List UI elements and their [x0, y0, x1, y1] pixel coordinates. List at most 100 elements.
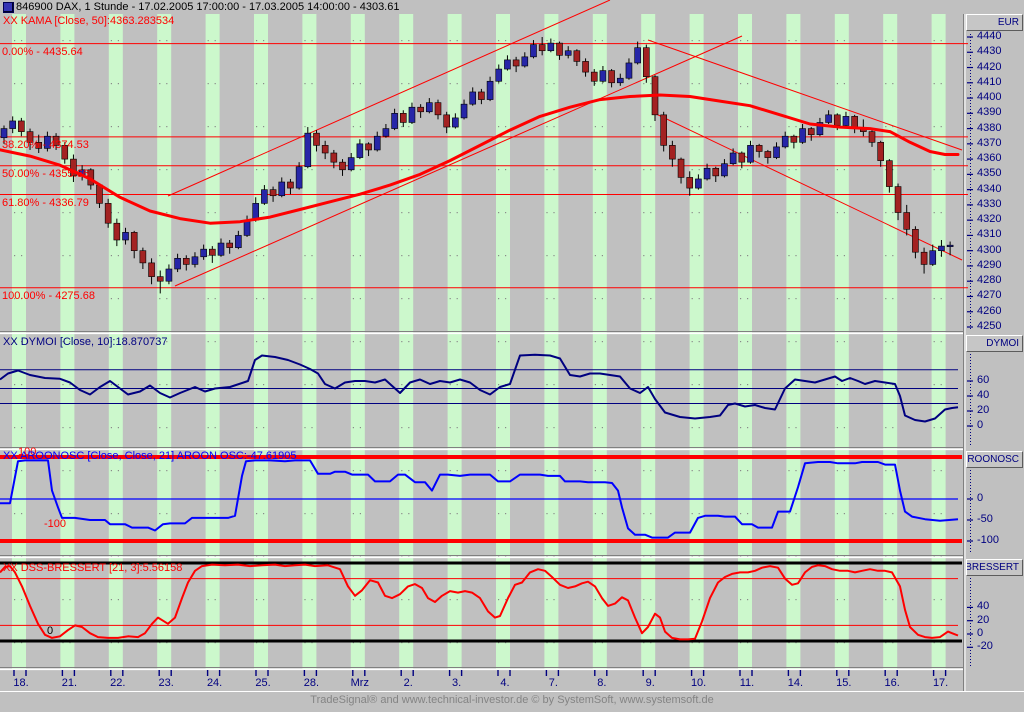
grid-dot [304, 83, 306, 85]
grid-dot [159, 470, 161, 472]
grid-dot [594, 384, 596, 386]
grid-dot [594, 255, 596, 257]
candle-body [235, 235, 242, 248]
grid-dot [256, 126, 258, 128]
trend-line [174, 35, 743, 287]
grid-dot [69, 126, 71, 128]
price-panel-tab-eur[interactable]: EUR [966, 14, 1023, 31]
grid-dot [69, 212, 71, 214]
grid-dot [940, 384, 942, 386]
grid-dot [691, 599, 693, 601]
candle-body [825, 114, 832, 123]
grid-dot [110, 599, 112, 601]
grid-dot [117, 126, 119, 128]
grid-dot [546, 212, 548, 214]
grid-dot [843, 427, 845, 429]
grid-dot [498, 40, 500, 42]
candle-body [174, 258, 181, 270]
grid-dot [553, 212, 555, 214]
fibonacci-level-label: 0.00% - 4435.64 [2, 45, 83, 58]
grid-dot [643, 427, 645, 429]
grid-dot [69, 470, 71, 472]
grid-dot [740, 384, 742, 386]
grid-dot [795, 40, 797, 42]
grid-dot [650, 427, 652, 429]
grid-dot [69, 83, 71, 85]
grid-dot [505, 513, 507, 515]
grid-dot [747, 642, 749, 644]
aroonosc-panel-tab[interactable]: ROONOSC [966, 451, 1023, 468]
grid-dot [359, 599, 361, 601]
chart-canvas[interactable] [0, 0, 1024, 692]
grid-dot [698, 642, 700, 644]
price-axis-label: 4270 [977, 289, 1002, 302]
grid-dot [256, 642, 258, 644]
grid-dot [795, 513, 797, 515]
x-axis-day-label: 3. [452, 677, 462, 689]
grid-dot [408, 212, 410, 214]
grid-dot [601, 642, 603, 644]
grid-dot [304, 642, 306, 644]
candle-body [478, 91, 485, 100]
dss-zero-label: 0 [47, 625, 54, 637]
grid-dot [456, 513, 458, 515]
grid-dot [650, 298, 652, 300]
grid-dot [498, 427, 500, 429]
grid-dot [747, 126, 749, 128]
grid-dot [747, 427, 749, 429]
candle-body [122, 232, 129, 241]
grid-dot [650, 384, 652, 386]
candle-body [391, 113, 398, 129]
session-stripe [592, 14, 607, 670]
grid-dot [110, 126, 112, 128]
x-axis-day-label: 10. [690, 677, 707, 689]
grid-dot [456, 599, 458, 601]
aroon-plus100-label: 100 [18, 446, 37, 458]
dymoi-axis-label: 40 [977, 389, 990, 401]
price-axis-label: 4400 [977, 91, 1002, 104]
grid-dot [408, 427, 410, 429]
grid-dot [843, 642, 845, 644]
price-axis-label: 4420 [977, 60, 1002, 73]
candle-body [434, 102, 442, 116]
grid-dot [14, 341, 16, 343]
grid-dot [449, 255, 451, 257]
grid-dot [304, 212, 306, 214]
grid-dot [352, 255, 354, 257]
grid-dot [69, 40, 71, 42]
grid-dot [643, 642, 645, 644]
grid-dot [352, 212, 354, 214]
grid-dot [843, 83, 845, 85]
grid-dot [311, 599, 313, 601]
grid-dot [601, 427, 603, 429]
grid-dot [311, 169, 313, 171]
dymoi-panel-tab[interactable]: DYMOI [966, 335, 1023, 352]
grid-dot [21, 40, 23, 42]
fibonacci-level-label: 100.00% - 4275.68 [2, 289, 95, 302]
candle-body [304, 132, 312, 168]
session-stripe [302, 14, 317, 670]
trend-line [647, 39, 963, 151]
grid-dot [594, 642, 596, 644]
grid-dot [214, 126, 216, 128]
candle-body [113, 222, 121, 241]
dss-bressert-panel-tab[interactable]: BRESSERT [966, 559, 1023, 576]
grid-dot [553, 40, 555, 42]
grid-dot [843, 212, 845, 214]
grid-dot [740, 40, 742, 42]
candle-body [330, 152, 338, 163]
grid-dot [214, 642, 216, 644]
candle-body [347, 157, 355, 171]
grid-dot [601, 40, 603, 42]
grid-dot [836, 470, 838, 472]
grid-dot [117, 470, 119, 472]
grid-dot [747, 212, 749, 214]
grid-dot [21, 384, 23, 386]
kama-indicator-label: XX KAMA [Close, 50]:4363.283534 [3, 15, 175, 27]
dymoi-axis-label: 20 [977, 404, 990, 416]
candle-body [877, 142, 884, 161]
grid-dot [698, 599, 700, 601]
grid-dot [117, 599, 119, 601]
grid-dot [14, 470, 16, 472]
grid-dot [311, 341, 313, 343]
